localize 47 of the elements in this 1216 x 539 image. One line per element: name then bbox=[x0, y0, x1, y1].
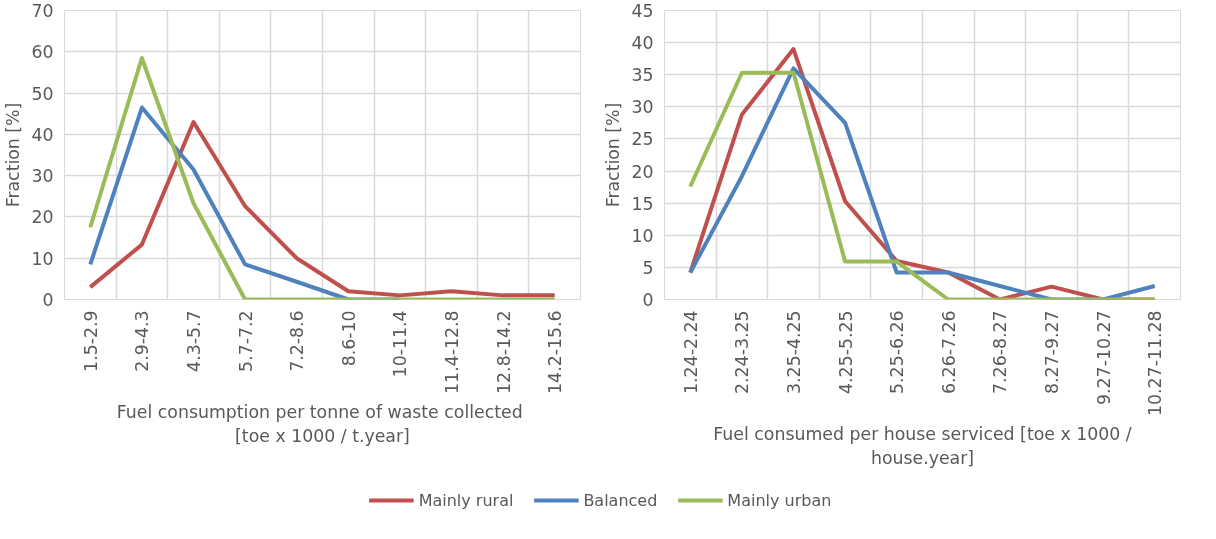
x-tick-label: 2.24-3.25 bbox=[732, 310, 753, 394]
y-tick-label: 5 bbox=[642, 257, 654, 278]
line-series bbox=[88, 55, 557, 300]
x-axis-title: Fuel consumption per tonne of waste collected [toe x 1000 / t.year] bbox=[116, 401, 523, 446]
x-tick-label: 7.26-8.27 bbox=[990, 310, 1011, 394]
y-tick-label: 0 bbox=[642, 290, 654, 310]
y-tick-label: 60 bbox=[31, 42, 54, 63]
y-tick-label: 30 bbox=[31, 166, 54, 187]
y-tick-label: 25 bbox=[631, 129, 654, 150]
y-tick-label: 20 bbox=[631, 161, 654, 182]
x-tick-label: 10-11.4 bbox=[390, 310, 411, 378]
x-tick-label: 1.24-2.24 bbox=[680, 310, 701, 394]
x-tick-label: 2.9-4.3 bbox=[132, 310, 153, 372]
x-tick-label: 4.25-5.25 bbox=[835, 310, 856, 394]
x-tick-label: 8.6-10 bbox=[338, 310, 359, 367]
y-tick-label: 15 bbox=[631, 193, 654, 214]
x-tick-label: 10.27-11.28 bbox=[1145, 310, 1166, 416]
x-tick-label: 6.26-7.26 bbox=[938, 310, 959, 394]
x-tick-label: 8.27-9.27 bbox=[1042, 310, 1062, 394]
x-tick-label: 4.3-5.7 bbox=[184, 310, 204, 372]
y-tick-label: 40 bbox=[631, 33, 654, 54]
y-tick-label: 10 bbox=[631, 225, 654, 246]
x-tick-label: 5.7-7.2 bbox=[235, 310, 256, 372]
y-tick-label: 70 bbox=[31, 1, 54, 21]
y-tick-label: 50 bbox=[31, 83, 54, 104]
y-tick-label: 35 bbox=[631, 65, 654, 86]
y-axis-title: Fraction [%] bbox=[3, 102, 24, 208]
y-tick-label: 40 bbox=[31, 124, 54, 145]
y-tick-label: 10 bbox=[31, 248, 54, 269]
y-tick-label: 0 bbox=[42, 290, 54, 310]
x-tick-label: 5.25-6.26 bbox=[887, 310, 908, 394]
x-tick-label: 11.4-12.8 bbox=[442, 310, 462, 394]
y-tick-label: 30 bbox=[631, 97, 654, 118]
y-axis-title: Fraction [%] bbox=[603, 102, 624, 208]
x-tick-label: 1.5-2.9 bbox=[80, 310, 101, 372]
x-axis-title: Fuel consumed per house serviced [toe x 1000 / house.year] bbox=[713, 423, 1132, 468]
y-tick-label: 45 bbox=[631, 1, 654, 21]
x-tick-label: 7.2-8.6 bbox=[287, 310, 308, 372]
legend-label: Balanced bbox=[583, 490, 658, 510]
y-tick-label: 20 bbox=[31, 207, 54, 228]
legend-label: Mainly rural bbox=[418, 490, 514, 510]
line-series bbox=[88, 119, 557, 298]
x-tick-label: 9.27-10.27 bbox=[1093, 310, 1114, 405]
x-tick-label: 12.8-14.2 bbox=[493, 310, 514, 394]
legend-label: Mainly urban bbox=[727, 490, 832, 510]
x-tick-label: 14.2-15.6 bbox=[545, 310, 566, 394]
x-tick-label: 3.25-4.25 bbox=[784, 310, 804, 394]
